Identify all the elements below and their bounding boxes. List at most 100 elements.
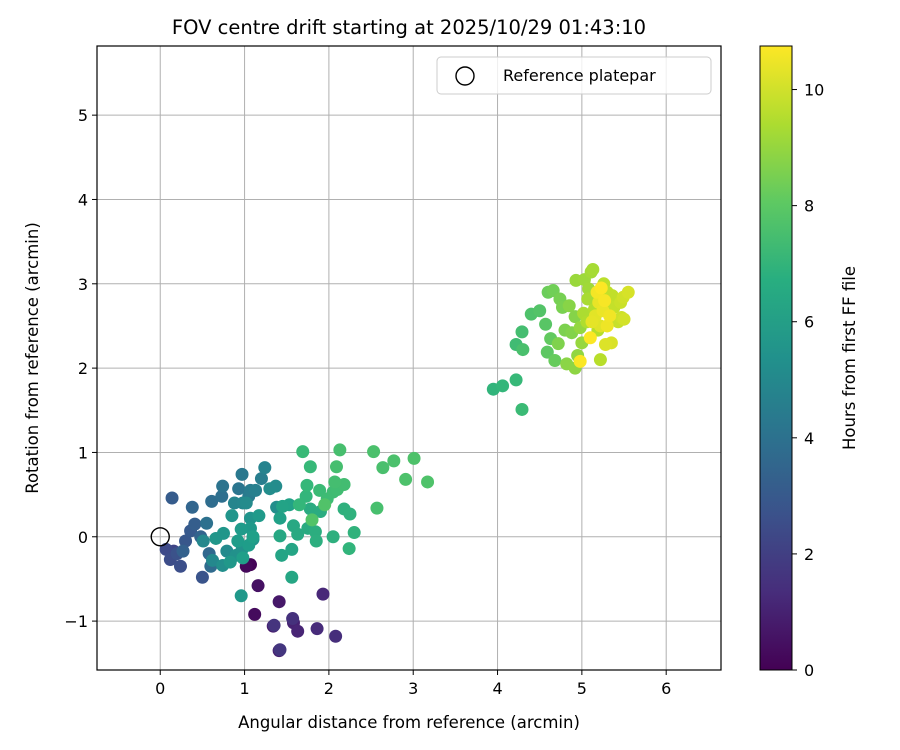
colorbar: 0 2 4 6 8 10 Hours from first FF file [759, 45, 859, 680]
colorbar-tick-label: 4 [804, 429, 814, 448]
data-point [581, 292, 595, 306]
data-point [215, 489, 229, 503]
data-point [305, 513, 319, 527]
data-point [598, 294, 612, 308]
data-point [376, 461, 390, 475]
data-point [329, 629, 343, 643]
x-tick-label: 4 [492, 679, 502, 698]
x-axis-ticks: 0 1 2 3 4 5 6 [155, 670, 671, 698]
data-point [275, 548, 289, 562]
data-point [188, 517, 202, 531]
data-point [551, 337, 565, 351]
data-point [291, 527, 305, 541]
data-point [173, 559, 187, 573]
data-point [309, 534, 323, 548]
data-point [223, 555, 237, 569]
legend-box [436, 56, 712, 95]
data-point [515, 325, 529, 339]
y-axis-ticks: −1 0 1 2 3 4 5 [64, 106, 97, 631]
y-axis-label: Rotation from reference (arcmin) [23, 222, 42, 494]
y-tick-label: 5 [78, 106, 88, 125]
x-axis-label: Angular distance from reference (arcmin) [238, 713, 580, 732]
data-point [165, 491, 179, 505]
data-point [292, 498, 306, 512]
data-point [600, 319, 614, 333]
x-tick-label: 1 [239, 679, 249, 698]
data-point [617, 312, 631, 326]
data-point [342, 542, 356, 556]
data-point [234, 522, 248, 536]
data-point [496, 379, 510, 393]
data-point [562, 299, 576, 313]
data-point [316, 587, 330, 601]
data-point [267, 618, 281, 632]
data-point [225, 509, 239, 523]
data-point [326, 530, 340, 544]
x-tick-label: 5 [577, 679, 587, 698]
data-point [291, 624, 305, 638]
data-point [285, 542, 299, 556]
data-point [343, 507, 357, 521]
y-tick-label: 1 [78, 443, 88, 462]
legend: Reference platepar [436, 56, 712, 95]
data-point [583, 331, 597, 345]
data-point [216, 479, 230, 493]
chart-title: FOV centre drift starting at 2025/10/29 … [172, 16, 646, 39]
data-point [248, 607, 262, 621]
data-point [586, 262, 600, 276]
plot-frame [96, 45, 722, 671]
data-point [273, 643, 287, 657]
data-point [179, 534, 193, 548]
data-point [328, 475, 342, 489]
data-point [185, 500, 199, 514]
data-point [329, 460, 343, 474]
data-point [621, 285, 635, 299]
data-point [516, 343, 530, 357]
data-point [318, 498, 332, 512]
colorbar-ticks: 0 2 4 6 8 10 [792, 81, 824, 680]
data-point [399, 472, 413, 486]
data-point [593, 353, 607, 367]
data-point [347, 526, 361, 540]
data-point [209, 531, 223, 545]
data-point [276, 499, 290, 513]
y-tick-label: 4 [78, 190, 88, 209]
data-point [239, 496, 253, 510]
data-point [236, 551, 250, 565]
colorbar-tick-label: 8 [804, 197, 814, 216]
colorbar-tick-label: 0 [804, 661, 814, 680]
data-point [540, 345, 554, 359]
data-point [273, 511, 287, 525]
data-point [272, 595, 286, 609]
data-point [263, 482, 277, 496]
data-point [548, 354, 562, 368]
data-point [598, 338, 612, 352]
data-point [258, 461, 272, 475]
data-point [533, 304, 547, 318]
data-point [196, 534, 210, 548]
data-point [159, 542, 173, 556]
reference-marker-layer [150, 527, 170, 547]
colorbar-tick-label: 2 [804, 545, 814, 564]
data-point [176, 544, 190, 558]
data-point [249, 483, 263, 497]
data-point [286, 612, 300, 626]
data-point [407, 451, 421, 465]
data-point [234, 589, 248, 603]
data-point [231, 534, 245, 548]
reference-platepar-marker [150, 527, 170, 547]
y-tick-label: 0 [78, 528, 88, 547]
data-point [303, 460, 317, 474]
data-point [206, 553, 220, 567]
y-tick-label: 3 [78, 275, 88, 294]
y-tick-label: −1 [64, 612, 88, 631]
colorbar-label: Hours from first FF file [840, 266, 859, 450]
data-point [205, 494, 219, 508]
data-point [515, 402, 529, 416]
colorbar-tick-label: 10 [804, 81, 824, 100]
grid [97, 46, 721, 670]
data-point [303, 502, 317, 516]
data-point [333, 443, 347, 457]
data-point [310, 622, 324, 636]
